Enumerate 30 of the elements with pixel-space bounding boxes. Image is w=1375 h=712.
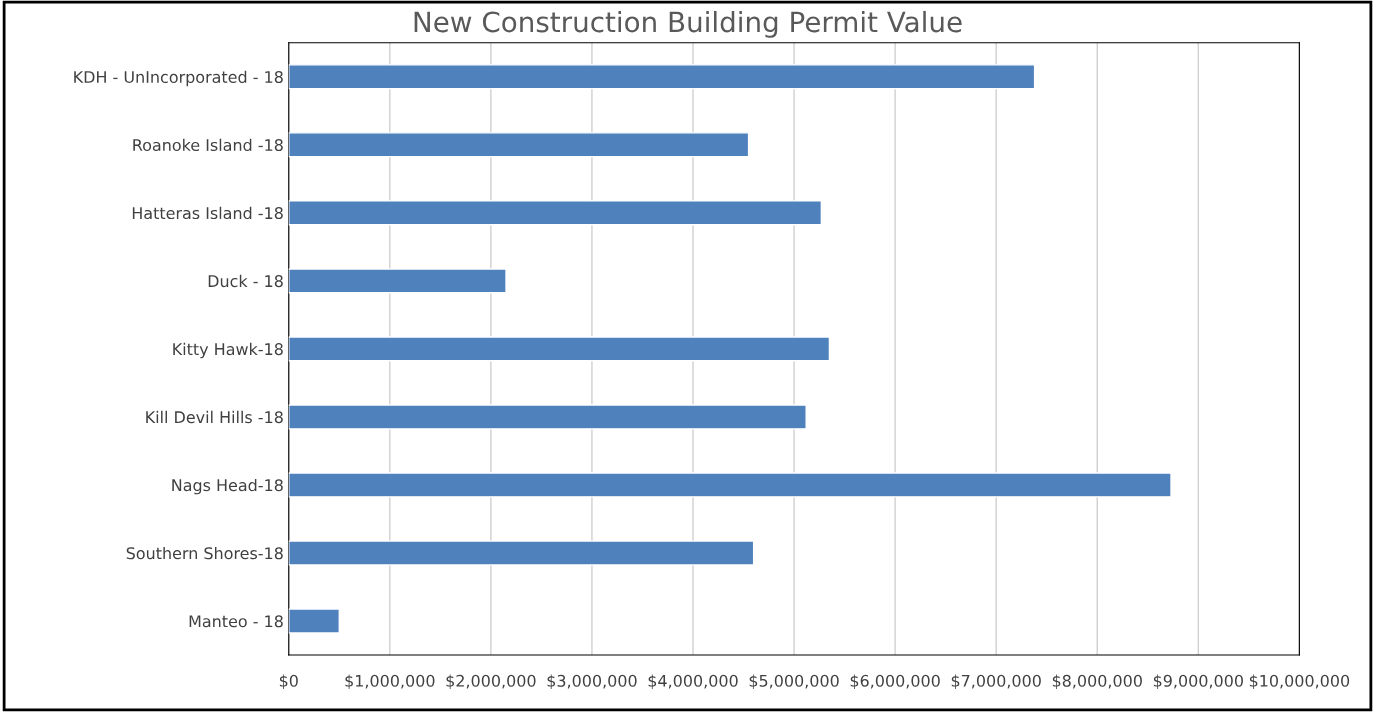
bar — [288, 64, 1036, 90]
x-tick-label: $5,000,000 — [749, 674, 839, 689]
x-tick-label: $1,000,000 — [345, 674, 435, 689]
x-tick-label: $4,000,000 — [648, 674, 738, 689]
x-tick-label: $3,000,000 — [547, 674, 637, 689]
bar — [288, 608, 340, 634]
x-tick-label: $6,000,000 — [850, 674, 940, 689]
x-tick-label: $8,000,000 — [1052, 674, 1142, 689]
y-tick-label: KDH - UnIncorporated - 18 — [74, 70, 283, 87]
y-tick-label: Kill Devil Hills -18 — [146, 410, 283, 424]
y-tick-label: Kitty Hawk-18 — [173, 342, 283, 359]
bar — [288, 540, 755, 566]
x-tick-label: $2,000,000 — [446, 674, 536, 689]
x-tick-label: $9,000,000 — [1153, 674, 1243, 689]
y-tick-label: Manteo - 18 — [189, 615, 283, 628]
bar — [288, 200, 823, 226]
bar — [288, 132, 750, 158]
x-tick-label: $7,000,000 — [951, 674, 1041, 689]
x-tick-label: $0 — [279, 674, 298, 689]
bar — [288, 472, 1172, 498]
y-tick-label: Duck - 18 — [208, 274, 283, 288]
x-tick-label: $10,000,000 — [1249, 674, 1350, 689]
bar — [288, 268, 507, 294]
y-tick-label: Roanoke Island -18 — [133, 138, 283, 152]
y-tick-label: Southern Shores-18 — [126, 546, 283, 560]
bar — [288, 404, 807, 430]
bar — [288, 336, 831, 362]
y-tick-label: Hatteras Island -18 — [132, 206, 283, 220]
y-tick-label: Nags Head-18 — [172, 478, 283, 495]
chart-title: New Construction Building Permit Value — [414, 10, 962, 38]
